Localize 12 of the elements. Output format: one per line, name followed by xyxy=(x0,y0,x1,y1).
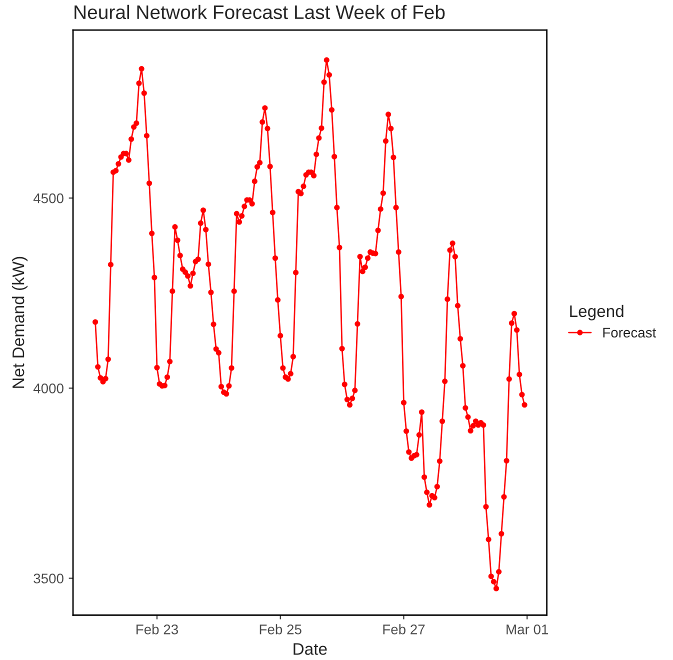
x-axis-title: Date xyxy=(294,643,327,655)
y-axis-title: Net Demand (kW) xyxy=(12,256,28,388)
x-tick-label: Mar 01 xyxy=(506,624,548,634)
x-tick-label: Feb 25 xyxy=(260,624,302,634)
y-tick-label: 3500 xyxy=(34,574,64,584)
x-tick-label: Feb 23 xyxy=(136,624,178,634)
legend-label: Forecast xyxy=(603,328,656,338)
y-tick-label: 4000 xyxy=(33,383,64,394)
chart-title: Neural Network Forecast Last Week of Feb xyxy=(74,4,445,20)
y-tick-label: 4500 xyxy=(33,193,64,204)
x-tick-label: Feb 27 xyxy=(383,624,425,634)
legend-title: Legend xyxy=(570,304,624,320)
